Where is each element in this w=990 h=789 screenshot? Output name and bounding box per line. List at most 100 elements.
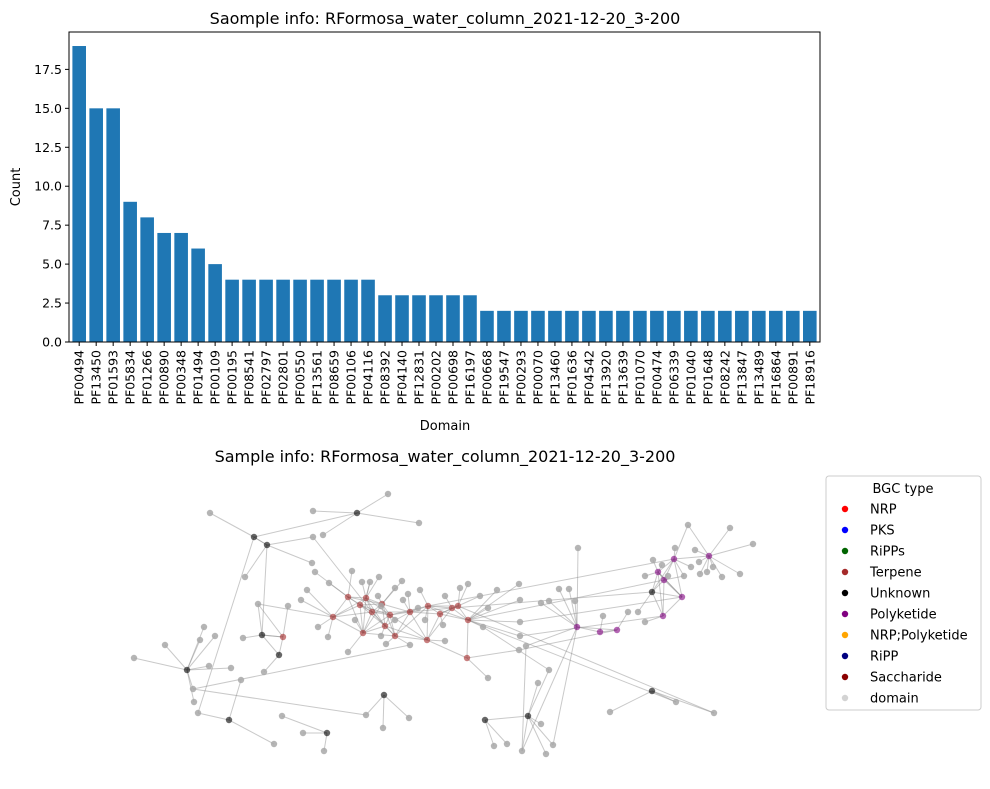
network-edge [484,715,529,721]
bar-PF00698 [446,295,460,342]
network-node [436,610,444,618]
legend-label: PKS [870,524,895,539]
network-edge [362,614,391,634]
y-tick-label: 5.0 [42,257,62,272]
network-node [205,662,213,670]
network-edge [382,694,385,729]
network-node [696,570,704,578]
network-node [660,576,668,584]
network-edge [451,607,469,621]
network-edge [197,536,255,714]
legend-marker [841,547,849,555]
network-node [314,623,322,631]
network-node [516,618,524,626]
bar-PF16197 [463,295,477,342]
network-node [254,600,262,608]
legend-marker [841,610,849,618]
network-node [250,533,258,541]
network-node [374,592,382,600]
bar-chart-y-ticks: 0.0 2.5 5.0 7.5 10.0 12.5 15.0 17.5 [34,62,69,350]
network-edge [519,596,683,623]
network-edge [186,639,201,671]
network-edge [312,536,373,613]
network-edge [281,715,328,734]
network-edge [322,512,358,536]
network-edge [328,582,349,598]
legend-label: Polyketide [870,608,937,623]
network-node [183,666,191,674]
network-node [239,634,247,642]
network-edge [467,579,665,621]
network-edge [197,712,230,721]
network-edge [552,626,578,746]
network-node [596,628,604,636]
network-edge [484,719,495,747]
network-edge [362,597,367,634]
network-node [260,668,268,676]
x-tick-label: PF04542 [581,350,596,405]
network-edge [209,512,255,538]
network-node [537,720,545,728]
network-node [377,632,385,640]
bar-PF13489 [752,310,766,342]
network-node [375,573,383,581]
y-tick-label: 15.0 [34,101,62,116]
network-node [323,729,331,737]
network-edge [394,611,411,637]
network-node [379,724,387,732]
bar-PF04542 [582,310,596,342]
legend-entries: NRP PKS RiPPs Terpene Unknown Polyketide NRP;P… [841,503,968,707]
bar-PF13561 [310,279,324,342]
network-edge [467,619,677,703]
network-node [537,599,545,607]
network-legend: BGC type NRP PKS RiPPs Terpene Unknown Polyke… [825,475,982,711]
network-node [680,572,688,580]
network-edge [576,626,618,631]
x-tick-label: PF00698 [445,350,460,405]
network-node [405,714,413,722]
network-edge [708,543,754,557]
network-node [515,646,523,654]
network-edge [300,599,334,618]
network-node [299,729,307,737]
network-edge [389,614,396,637]
network-node [381,622,389,630]
bar-PF00195 [225,279,239,342]
network-node [534,679,542,687]
x-tick-label: PF02801 [276,350,291,405]
network-node [324,633,332,641]
network-edge [457,595,481,607]
network-edge [484,719,508,745]
legend-marker [841,505,849,513]
x-tick-label: PF16197 [462,350,477,405]
network-edge [186,626,205,671]
network-node [684,521,692,529]
network-node [275,651,283,659]
bar-PF13639 [616,310,630,342]
network-node [225,716,233,724]
bar-PF04116 [361,279,375,342]
network-node [664,572,672,580]
legend-label: Unknown [870,587,930,602]
legend-marker [841,631,849,639]
bar-PF00106 [344,279,358,342]
network-node [237,676,245,684]
network-edge [332,611,373,618]
network-edge [427,605,453,609]
network-node [736,570,744,578]
network-edge [347,632,364,653]
network-edge [261,634,284,638]
network-node [279,633,287,641]
network-edge [261,544,268,636]
network-edge [616,611,629,631]
network-edge [548,600,578,628]
bar-chart-bars [72,46,817,342]
legend-label: RiPP [870,650,898,665]
network-edge [457,605,715,714]
network-node [206,509,214,517]
network-edge [663,579,683,598]
network-edge [521,626,578,752]
x-tick-label: PF00202 [429,350,444,405]
bar-PF00293 [514,310,528,342]
network-edge [651,591,683,598]
